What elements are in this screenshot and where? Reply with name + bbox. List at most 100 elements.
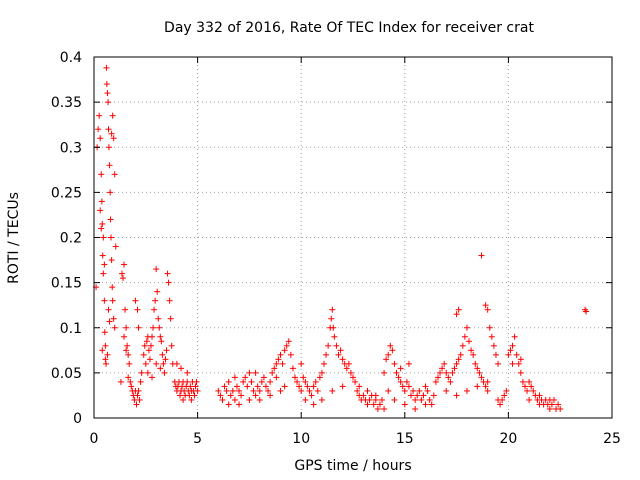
data-point <box>194 387 201 394</box>
data-point <box>131 396 138 403</box>
data-point <box>106 318 113 325</box>
data-point <box>557 405 564 412</box>
data-point <box>356 383 363 390</box>
data-point <box>555 401 562 408</box>
data-point <box>314 387 321 394</box>
data-point <box>374 405 381 412</box>
data-point <box>140 351 147 358</box>
axis-ticks <box>93 56 613 419</box>
data-point <box>167 315 174 322</box>
data-point <box>168 342 175 349</box>
data-point <box>422 401 429 408</box>
data-point <box>128 383 135 390</box>
data-point <box>399 383 406 390</box>
data-point <box>509 342 516 349</box>
data-point <box>260 374 267 381</box>
data-point <box>101 329 108 336</box>
data-point <box>403 378 410 385</box>
data-point <box>381 369 388 376</box>
data-point <box>101 297 108 304</box>
data-point <box>503 387 510 394</box>
data-point <box>484 306 491 313</box>
data-point <box>287 351 294 358</box>
data-point <box>337 347 344 354</box>
data-point <box>121 261 128 268</box>
data-point <box>108 130 115 137</box>
data-point <box>236 401 243 408</box>
data-point <box>428 401 435 408</box>
data-point <box>246 396 253 403</box>
data-point <box>111 171 118 178</box>
data-point <box>184 378 191 385</box>
data-point <box>143 338 150 345</box>
y-tick-label: 0.35 <box>51 95 82 111</box>
data-point <box>335 351 342 358</box>
data-point <box>233 383 240 390</box>
data-point <box>323 351 330 358</box>
data-point <box>453 360 460 367</box>
data-point <box>277 351 284 358</box>
data-point <box>302 396 309 403</box>
data-point <box>137 378 144 385</box>
data-point <box>109 284 116 291</box>
data-point <box>383 356 390 363</box>
data-point <box>176 392 183 399</box>
data-point <box>112 243 119 250</box>
data-point <box>414 392 421 399</box>
data-point <box>289 365 296 372</box>
data-point <box>408 392 415 399</box>
data-point <box>424 387 431 394</box>
data-point <box>410 387 417 394</box>
data-point <box>273 374 280 381</box>
data-point <box>478 252 485 259</box>
data-point <box>350 374 356 381</box>
data-point <box>345 360 352 367</box>
data-point <box>132 297 139 304</box>
data-point <box>476 369 483 376</box>
data-point <box>123 324 130 331</box>
data-point <box>583 308 590 315</box>
data-point <box>96 112 103 119</box>
data-point <box>499 396 506 403</box>
data-point <box>99 347 106 354</box>
data-point <box>271 365 278 372</box>
data-point <box>104 90 111 97</box>
data-point <box>267 378 274 385</box>
data-point <box>455 356 462 363</box>
data-point <box>269 369 276 376</box>
data-point <box>328 315 335 322</box>
data-point <box>308 392 315 399</box>
data-point <box>123 347 130 354</box>
x-tick-label: 15 <box>396 431 414 447</box>
data-point <box>405 383 412 390</box>
data-point <box>136 396 143 403</box>
data-point <box>546 396 553 403</box>
x-tick-label: 10 <box>292 431 310 447</box>
y-tick-label: 0.15 <box>51 276 82 292</box>
y-tick-label: 0.05 <box>51 366 82 382</box>
data-point <box>161 369 168 376</box>
data-point <box>279 360 286 367</box>
data-point <box>430 392 437 399</box>
data-point <box>151 306 158 313</box>
data-point <box>165 279 172 286</box>
x-tick-label: 25 <box>603 431 621 447</box>
data-point <box>107 216 114 223</box>
data-point <box>426 396 433 403</box>
data-point <box>296 383 303 390</box>
data-point <box>482 302 489 309</box>
data-point <box>432 378 439 385</box>
data-point <box>385 387 392 394</box>
data-point <box>100 270 107 277</box>
y-tick-label: 0.2 <box>60 231 82 247</box>
data-point <box>376 401 383 408</box>
data-point <box>484 387 491 394</box>
data-point <box>217 392 224 399</box>
data-point <box>524 387 531 394</box>
data-point <box>102 342 109 349</box>
data-point <box>312 378 319 385</box>
data-point <box>318 396 325 403</box>
data-point <box>109 297 116 304</box>
data-point <box>548 401 555 408</box>
